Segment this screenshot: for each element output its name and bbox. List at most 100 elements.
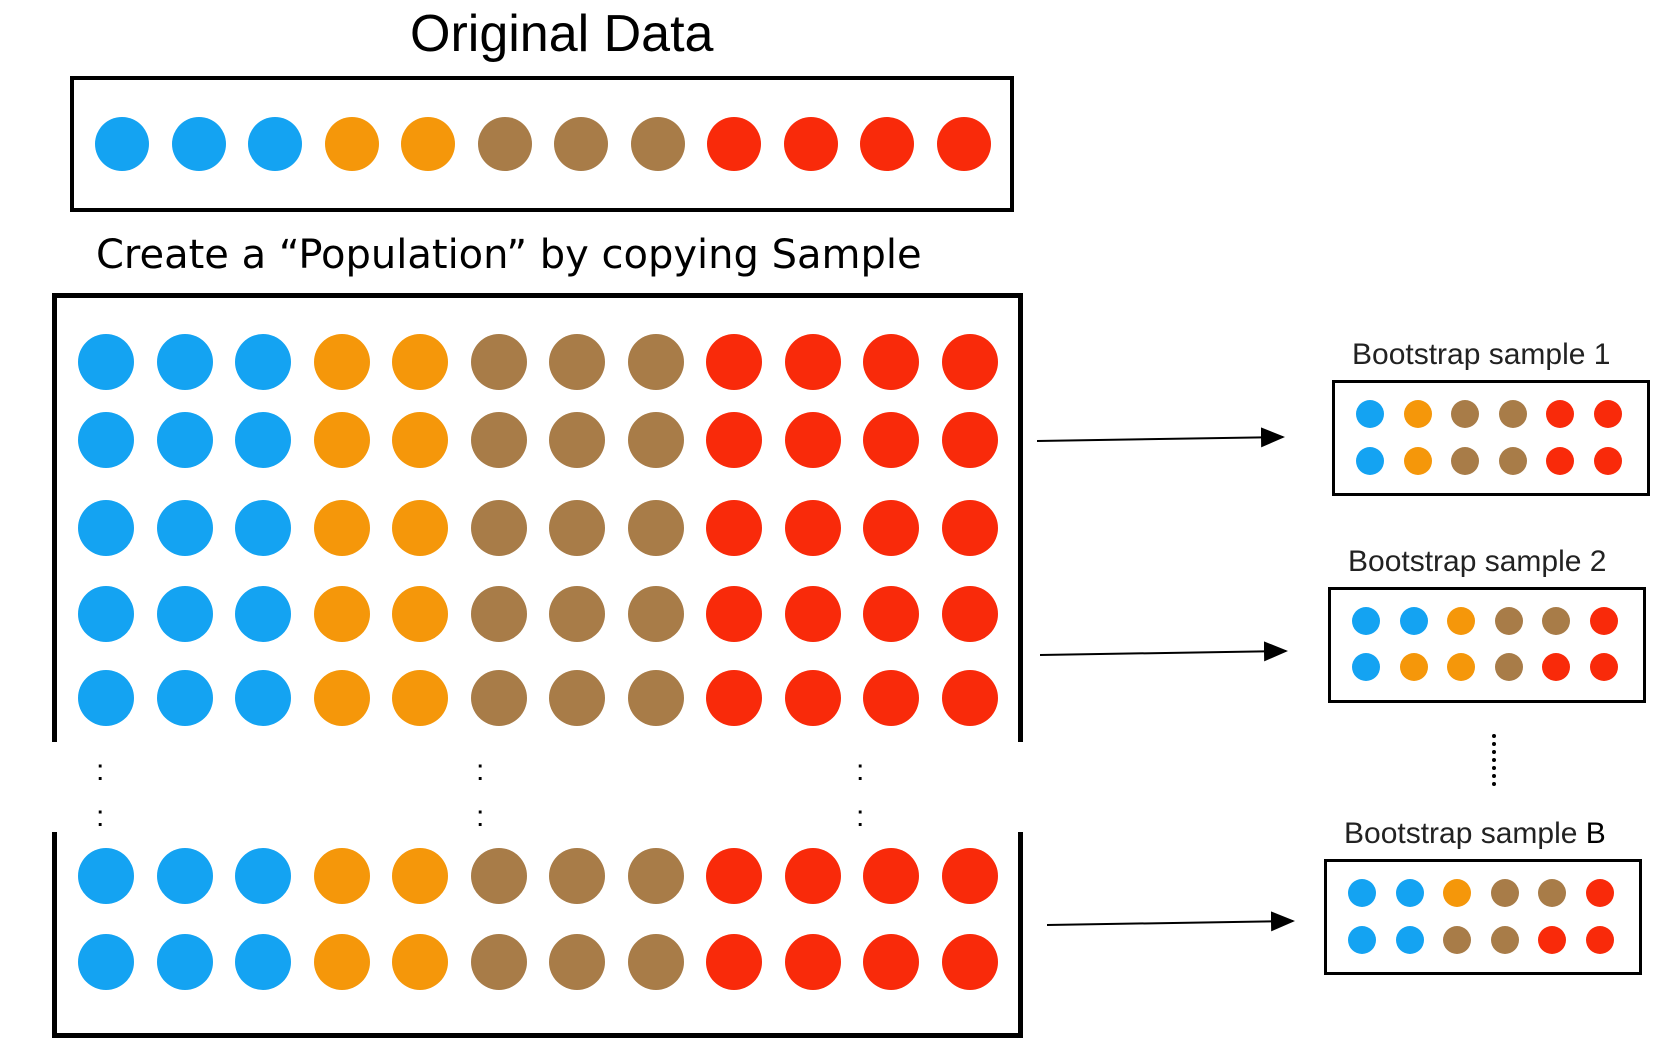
vertical-ellipsis-right: :: <box>856 754 865 833</box>
population-box <box>52 293 1023 1038</box>
bootstrap-sample-dot <box>1403 447 1432 475</box>
bootstrap-sample-dot <box>1403 400 1432 428</box>
population-dot <box>235 586 291 642</box>
population-dot <box>627 848 684 904</box>
population-dot <box>156 500 213 556</box>
population-dot <box>784 934 841 990</box>
bootstrap-sample-dot <box>1585 926 1614 954</box>
original-data-dot <box>860 117 914 171</box>
arrow-to-sample-2 <box>1039 641 1288 662</box>
bootstrap-sample-dot <box>1490 926 1519 954</box>
bootstrap-sample-dot <box>1451 447 1479 475</box>
population-dot <box>863 670 919 726</box>
original-data-dot <box>95 117 149 171</box>
population-dot <box>784 586 841 642</box>
bootstrap-sample-dot <box>1593 447 1622 475</box>
original-data-dot <box>783 117 838 171</box>
bootstrap-sample-1-box <box>1332 380 1650 496</box>
bootstrap-sample-dot <box>1494 607 1523 635</box>
population-dot <box>156 334 213 390</box>
population-dot <box>313 500 370 556</box>
bootstrap-sample-dot <box>1348 879 1376 907</box>
population-caption: Create a “Population” by copying Sample <box>96 232 922 278</box>
population-dot <box>235 412 291 468</box>
population-dot <box>863 500 919 556</box>
population-dot <box>235 848 291 904</box>
arrow-to-sample-1 <box>1036 427 1285 448</box>
population-dot <box>549 586 605 642</box>
population-dot <box>706 586 762 642</box>
bootstrap-sample-dot <box>1490 879 1519 907</box>
population-dot <box>470 670 527 726</box>
population-dot <box>470 334 527 390</box>
population-dot <box>941 412 998 468</box>
bootstrap-sample-dot <box>1494 653 1523 681</box>
population-dot <box>706 670 762 726</box>
population-dot <box>627 670 684 726</box>
bootstrap-sample-dot <box>1538 926 1566 954</box>
bootstrap-sample-dot <box>1546 447 1574 475</box>
bootstrap-sample-dot <box>1352 653 1380 681</box>
bootstrap-sample-dot <box>1498 447 1527 475</box>
population-dot <box>392 848 448 904</box>
population-dot <box>863 334 919 390</box>
population-dot <box>470 586 527 642</box>
population-dot <box>706 412 762 468</box>
original-data-title: Original Data <box>410 5 714 63</box>
bootstrap-sample-2-box <box>1328 587 1646 703</box>
population-dot <box>392 586 448 642</box>
original-data-dot <box>554 117 608 171</box>
population-dot <box>470 934 527 990</box>
vertical-ellipsis-middle: :: <box>476 754 485 833</box>
original-data-dot <box>936 117 991 171</box>
bootstrap-sample-dot <box>1443 926 1471 954</box>
original-data-dot <box>630 117 685 171</box>
bootstrap-sample-dot <box>1451 400 1479 428</box>
population-dot <box>313 412 370 468</box>
bootstrap-sample-b-box <box>1324 859 1642 975</box>
arrow-to-sample-b <box>1046 911 1295 932</box>
population-dot <box>784 670 841 726</box>
original-data-box <box>70 76 1014 212</box>
population-dot <box>549 670 605 726</box>
population-dot <box>156 848 213 904</box>
bootstrap-vertical-ellipsis <box>1492 734 1496 786</box>
original-data-dot <box>401 117 455 171</box>
bootstrap-sample-dot <box>1542 607 1570 635</box>
bootstrap-sample-dot <box>1585 879 1614 907</box>
bootstrap-sample-dot <box>1399 607 1428 635</box>
population-dot <box>863 412 919 468</box>
population-dot <box>78 586 134 642</box>
bootstrap-sample-dot <box>1589 607 1618 635</box>
population-dot <box>235 670 291 726</box>
population-dot <box>627 934 684 990</box>
vertical-ellipsis-left: :: <box>96 754 105 833</box>
population-gap <box>40 742 1040 832</box>
bootstrap-sample-dot <box>1593 400 1622 428</box>
bootstrap-sample-dot <box>1399 653 1428 681</box>
population-dot <box>627 500 684 556</box>
population-dot <box>863 934 919 990</box>
original-data-dot <box>477 117 532 171</box>
population-dot <box>156 934 213 990</box>
population-dot <box>78 334 134 390</box>
population-dot <box>941 500 998 556</box>
population-dot <box>784 848 841 904</box>
population-dot <box>941 848 998 904</box>
original-data-dot <box>171 117 226 171</box>
bootstrap-sample-dot <box>1356 400 1384 428</box>
bootstrap-sample-dot <box>1395 926 1424 954</box>
population-dot <box>784 334 841 390</box>
bootstrap-sample-dot <box>1546 400 1574 428</box>
population-dot <box>235 334 291 390</box>
bootstrap-sample-dot <box>1542 653 1570 681</box>
bootstrap-sample-dot <box>1348 926 1376 954</box>
population-dot <box>784 500 841 556</box>
bootstrap-sample-dot <box>1447 607 1475 635</box>
bootstrap-sample-dot <box>1352 607 1380 635</box>
population-dot <box>784 412 841 468</box>
population-dot <box>392 934 448 990</box>
bootstrap-sample-1-label: Bootstrap sample 1 <box>1352 338 1611 371</box>
population-dot <box>627 334 684 390</box>
